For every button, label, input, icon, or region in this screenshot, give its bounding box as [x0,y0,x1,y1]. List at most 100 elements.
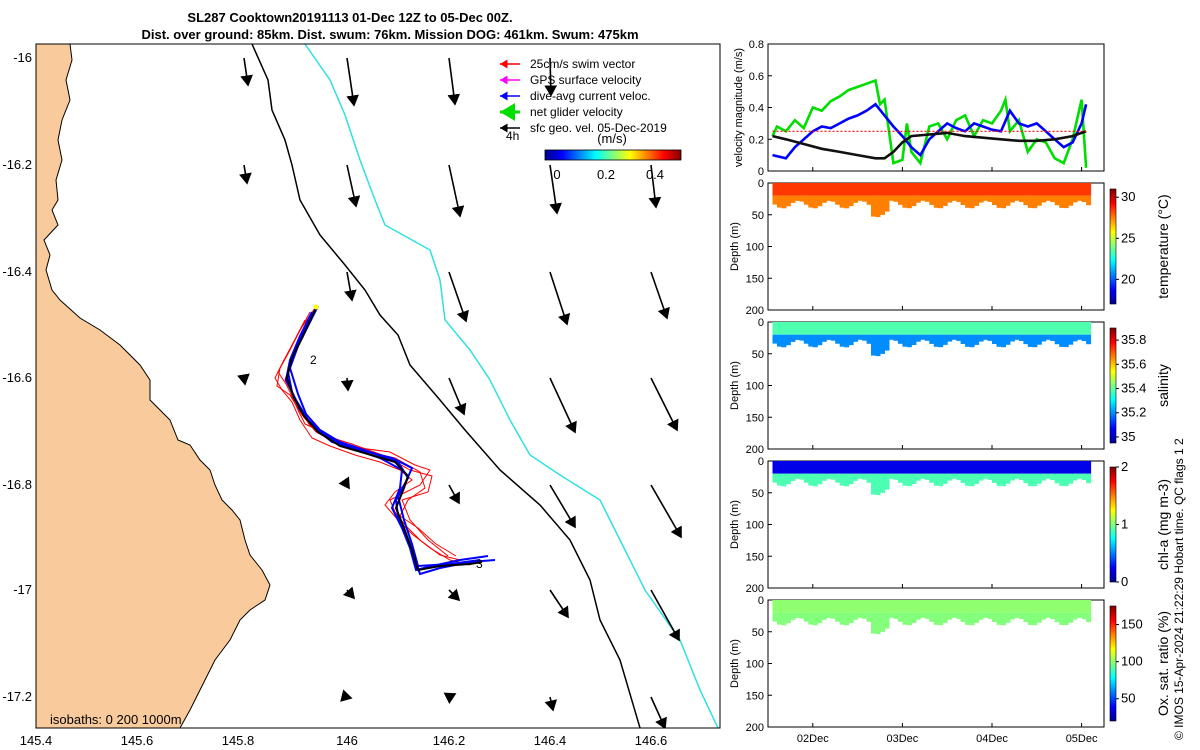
section-cell-surface [790,322,796,335]
section-cell-surface [1041,183,1047,196]
section-cell-surface [969,322,975,335]
section-cell-surface [880,461,885,474]
section-cell-deep [951,195,957,201]
section-cell-deep [777,195,782,208]
section-panel-3: 0 50 100 150 200 Depth (m) 0 1 2 chl-a (mg m-3) [729,456,1171,595]
section-cell-surface [996,461,1002,474]
section-cell-surface [866,461,872,474]
section-cell-surface [871,183,876,196]
section-cell-deep [947,612,953,620]
colorbar-tick: 100 [1121,654,1143,669]
section-cell-surface [906,461,912,474]
colorbar-tick: 35.6 [1121,356,1146,371]
section-cell-deep [848,195,854,207]
section-cell-deep [835,334,841,344]
section-cell-deep [924,473,930,480]
section-cell-surface [987,183,993,196]
section-cell-surface [848,600,854,613]
map-x-tick: 146.4 [534,733,567,748]
section-y-tick: 0 [758,456,764,468]
section-cell-surface [978,461,984,474]
section-cell-surface [933,461,939,474]
track-start-marker [313,304,319,310]
section-cell-deep [911,195,917,206]
section-cell-deep [799,473,805,480]
section-cell-surface [893,322,899,335]
section-cell-surface [1032,461,1038,474]
section-cell-surface [772,461,778,474]
section-cell-surface [1032,600,1038,613]
section-cell-deep [920,334,926,340]
section-cell-deep [857,195,863,201]
section-cell-surface [844,183,850,196]
section-cell-deep [1001,612,1006,626]
section-cell-deep [1032,612,1038,626]
section-cell-surface [929,461,935,474]
section-cell-surface [947,183,953,196]
section-cell-deep [947,473,953,481]
section-cell-deep [974,334,980,345]
section-cell-surface [794,600,800,613]
section-cell-deep [924,334,930,341]
section-cell-surface [889,461,894,474]
section-y-tick: 100 [746,659,764,671]
section-cell-surface [951,600,957,613]
section-cell-deep [830,612,836,619]
section-cell-deep [992,473,997,483]
section-cell-surface [835,461,841,474]
section-cell-surface [924,183,930,196]
section-cell-deep [897,612,903,622]
section-cell-surface [915,322,921,335]
section-cell-surface [978,183,984,196]
section-cell-surface [853,183,859,196]
section-cell-surface [992,461,997,474]
section-cell-deep [830,334,836,341]
section-cell-deep [983,334,988,340]
velocity-panel: 0 0.2 0.4 0.6 0.8 velocity magnitude (m/s) [733,39,1105,178]
section-cell-surface [1081,600,1087,613]
section-cell-deep [929,334,935,344]
section-cell-surface [915,461,921,474]
section-cell-deep [821,195,827,203]
section-cell-deep [915,612,921,620]
section-cell-surface [835,183,841,196]
section-cell-surface [889,600,894,613]
section-cell-surface [902,600,908,613]
section-cell-surface [826,322,832,335]
section-cell-surface [777,461,782,474]
section-cell-surface [835,322,841,335]
section-cell-deep [1001,334,1006,348]
section-cell-deep [1009,473,1015,481]
colorbar-tick: 25 [1121,230,1135,245]
section-cell-surface [799,600,805,613]
section-cell-surface [1050,600,1056,613]
section-cell-deep [857,334,863,340]
section-cell-surface [1063,461,1069,474]
section-cell-surface [862,600,868,613]
section-colorbar [1109,188,1117,305]
section-cell-deep [1041,612,1047,620]
section-cell-surface [965,183,971,196]
section-cell-deep [857,473,863,479]
section-cell-deep [983,612,988,618]
section-cell-surface [1018,600,1024,613]
imos-credit: © IMOS 15-Apr-2024 21:22:29 Hobart time.… [1172,438,1186,740]
section-cell-deep [1027,612,1033,625]
map-x-tick: 145.6 [121,733,154,748]
colorbar-tick: 20 [1121,271,1135,286]
section-cell-deep [812,195,818,209]
section-cell-surface [866,600,872,613]
colorbar-unit-label: (m/s) [597,131,627,146]
colorbar-tick: 0 [1121,574,1128,589]
section-cell-deep [969,334,975,348]
section-cell-surface [1027,183,1033,196]
section-cell-deep [987,195,993,202]
section-cell-deep [1014,473,1020,479]
section-cell-surface [777,183,782,196]
section-y-tick: 150 [746,690,764,702]
section-variable-label: chl-a (mg m-3) [1155,479,1171,570]
section-y-tick: 150 [746,551,764,563]
section-variable-label: Ox. sat. ratio (%) [1155,611,1171,716]
section-cell-surface [1072,600,1078,613]
colorbar-tick-0: 0 [553,167,560,182]
